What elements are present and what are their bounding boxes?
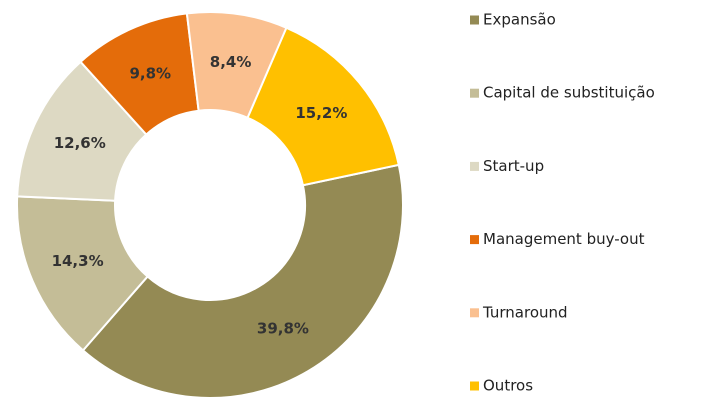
legend-label: Expansão	[483, 11, 556, 29]
data-label: 39,8%	[257, 320, 309, 338]
legend-swatch	[470, 308, 479, 318]
legend-label: Management buy-out	[483, 230, 645, 248]
legend-swatch	[470, 88, 479, 98]
legend-label: Turnaround	[482, 303, 568, 321]
data-label: 8,4%	[210, 53, 252, 71]
legend-swatch	[470, 381, 479, 391]
donut-slice	[81, 163, 404, 399]
data-label: 12,6%	[54, 134, 106, 152]
legend-label: Outros	[483, 377, 533, 395]
legend-label: Start-up	[483, 157, 544, 175]
donut-slice	[246, 26, 400, 187]
data-label: 15,2%	[295, 104, 347, 122]
legend-label: Capital de substituição	[483, 84, 655, 102]
legend-swatch	[470, 15, 479, 25]
data-label: 9,8%	[129, 64, 171, 82]
data-label: 14,3%	[52, 252, 104, 270]
legend-swatch	[470, 161, 479, 171]
legend-swatch	[470, 235, 479, 245]
